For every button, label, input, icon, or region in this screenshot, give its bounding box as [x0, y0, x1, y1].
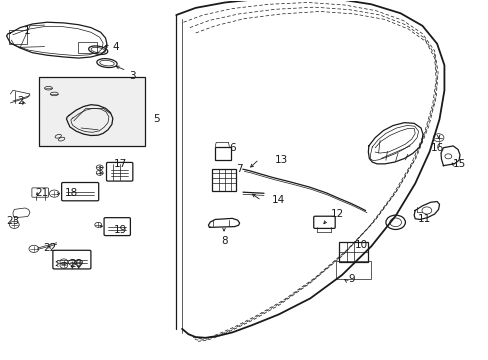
Bar: [338, 242, 367, 262]
Text: 6: 6: [228, 143, 235, 153]
Text: 16: 16: [429, 143, 443, 153]
Text: 13: 13: [274, 155, 287, 165]
Circle shape: [29, 245, 39, 252]
Bar: [39, 77, 145, 145]
Text: 12: 12: [330, 209, 343, 219]
Text: 18: 18: [64, 188, 78, 198]
Text: 10: 10: [354, 239, 367, 249]
Bar: [215, 147, 230, 160]
Text: 9: 9: [348, 274, 354, 284]
Text: 11: 11: [417, 215, 430, 224]
Bar: [335, 261, 370, 279]
Circle shape: [432, 134, 443, 141]
Text: 1: 1: [24, 26, 31, 36]
Text: 23: 23: [6, 216, 20, 226]
Text: 3: 3: [129, 71, 135, 81]
Text: 7: 7: [236, 164, 243, 174]
Text: 14: 14: [271, 195, 285, 205]
Circle shape: [9, 221, 19, 228]
Text: 4: 4: [112, 42, 119, 52]
Text: 15: 15: [451, 159, 465, 169]
Text: 5: 5: [153, 114, 160, 124]
Text: 8: 8: [221, 236, 228, 246]
Bar: [78, 42, 97, 53]
Text: 17: 17: [113, 159, 126, 169]
Text: 21: 21: [36, 188, 49, 198]
Bar: [9, 30, 26, 44]
Text: 20: 20: [70, 259, 82, 269]
Text: 22: 22: [43, 243, 56, 253]
Text: 2: 2: [17, 96, 23, 106]
Bar: [212, 169, 235, 192]
Text: 19: 19: [113, 225, 126, 235]
Circle shape: [385, 215, 405, 229]
